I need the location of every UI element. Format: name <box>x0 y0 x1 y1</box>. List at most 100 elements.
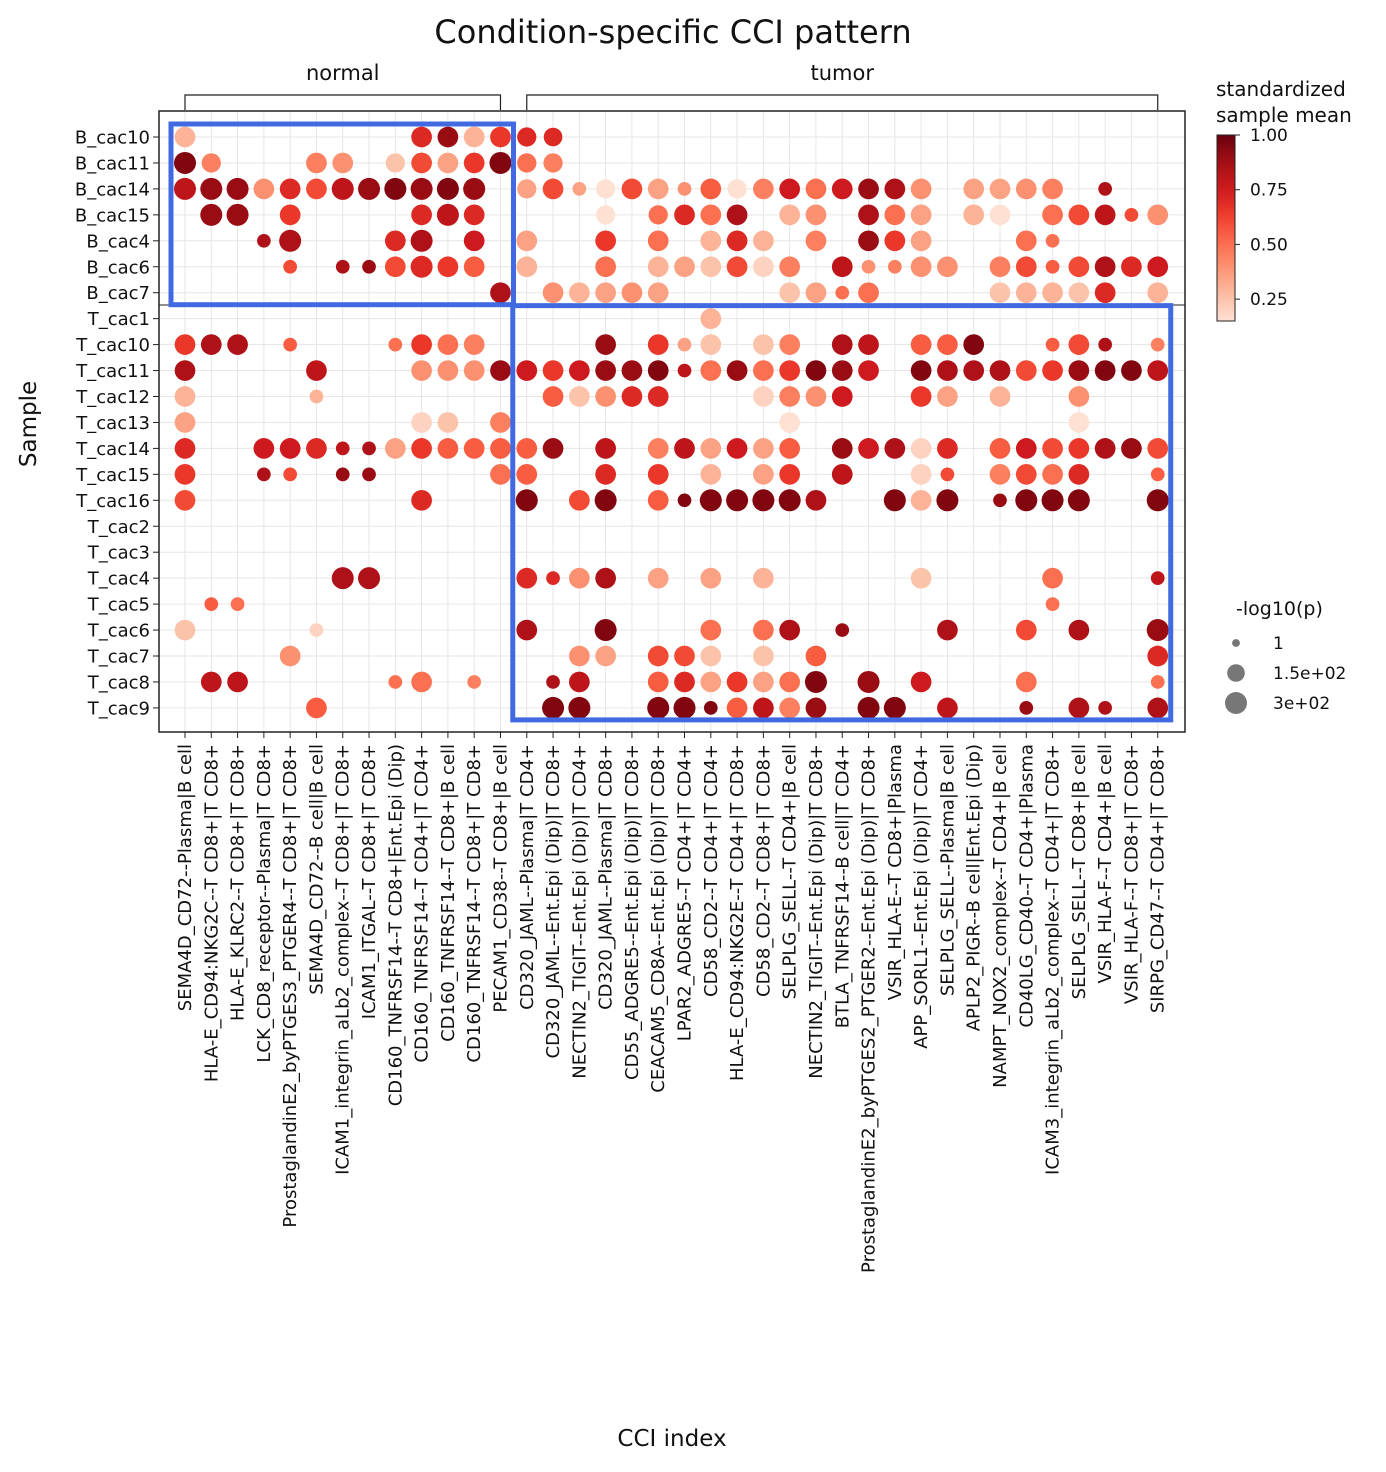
y-tick-label: T_cac6 <box>87 621 150 642</box>
plot-frame <box>158 110 1186 733</box>
dot-point <box>174 464 196 485</box>
dot-point <box>989 282 1011 304</box>
dot-point <box>411 334 432 355</box>
dot-point <box>542 386 564 407</box>
x-tick-label: APP_SORL1--Ent.Epi (Dip)|T CD4+ <box>911 744 932 1049</box>
y-tick-label: T_cac10 <box>75 335 150 356</box>
points-layer <box>174 126 1169 719</box>
y-tick-label: T_cac7 <box>87 647 150 668</box>
x-tick-label: CD320_JAML--Ent.Epi (Dip)|T CD8+ <box>543 744 564 1058</box>
dot-point <box>201 153 221 173</box>
y-tick-label: T_cac5 <box>87 595 150 616</box>
dot-point <box>1146 489 1169 512</box>
dot-point <box>174 438 196 459</box>
dot-point <box>753 671 774 693</box>
y-tick-label: T_cac4 <box>87 569 150 590</box>
x-tick-label: CD40LG_CD40--T CD4+|Plasma <box>1016 744 1037 1028</box>
group-label: tumor <box>811 61 875 85</box>
dot-point <box>753 619 774 641</box>
dot-point <box>463 126 485 148</box>
size-legend: -log10(p) 1 1.5e+02 3e+02 <box>1225 598 1346 714</box>
dot-point <box>257 467 271 482</box>
dot-point <box>700 256 722 278</box>
dot-point <box>835 285 850 300</box>
dot-point <box>753 697 774 719</box>
dot-point <box>884 230 906 252</box>
dot-point <box>516 360 538 381</box>
dot-point <box>753 334 774 355</box>
dot-point <box>1045 233 1060 248</box>
dot-point <box>647 334 669 355</box>
dot-point <box>306 178 327 200</box>
dot-point <box>411 438 432 459</box>
dot-point <box>568 696 591 719</box>
dot-point <box>569 489 590 511</box>
dot-point <box>1150 467 1165 482</box>
dot-point <box>411 412 432 433</box>
dot-point <box>309 389 324 404</box>
dot-point <box>306 438 327 459</box>
dot-point <box>700 178 722 200</box>
dot-point <box>1015 464 1037 485</box>
dot-point <box>910 671 932 693</box>
y-tick-label: T_cac14 <box>75 439 150 460</box>
dot-point <box>490 282 511 304</box>
dot-point <box>858 360 879 381</box>
dot-point <box>331 177 354 200</box>
dot-point <box>753 567 774 589</box>
x-tick-label: CD160_TNFRSF14--T CD4+|T CD4+ <box>412 744 433 1063</box>
dot-point <box>1068 697 1090 719</box>
dot-point <box>779 464 801 485</box>
dot-point <box>1094 204 1116 226</box>
dot-point <box>884 178 906 200</box>
dot-point <box>857 696 880 719</box>
dot-point <box>227 671 248 693</box>
dot-point <box>805 360 827 381</box>
y-tick-label: T_cac9 <box>87 698 150 719</box>
dot-point <box>467 675 482 689</box>
dot-point <box>335 441 350 456</box>
x-tick-label: SELPLG_SELL--Plasma|B cell <box>937 744 958 996</box>
y-tick-label: T_cac15 <box>75 465 150 486</box>
x-ticks-layer: SEMA4D_CD72--Plasma|B cell HLA-E_CD94:NKG… <box>175 732 1169 1273</box>
dot-point <box>595 567 616 589</box>
dot-point <box>463 152 485 174</box>
dot-point <box>388 675 403 689</box>
dot-point <box>726 438 748 459</box>
dot-point <box>910 256 932 278</box>
dot-point <box>410 255 433 278</box>
dot-point <box>700 308 722 329</box>
x-tick-label: LPAR2_ADGRE5--T CD4+|T CD4+ <box>675 744 696 1041</box>
group-brackets: normal tumor <box>184 61 1159 110</box>
dot-point <box>779 619 801 641</box>
dot-point <box>463 334 485 355</box>
dot-point <box>595 438 616 459</box>
dot-point <box>516 438 538 459</box>
x-tick-label: NAMPT_NOX2_complex--T CD4+|B cell <box>990 744 1011 1088</box>
dot-point <box>674 256 695 278</box>
dot-point <box>726 230 748 252</box>
dot-point <box>1150 675 1165 689</box>
x-tick-label: HLA-E_CD94:NKG2E--T CD4+|T CD8+ <box>727 744 748 1081</box>
dot-point <box>516 567 538 589</box>
dot-point <box>1042 178 1063 200</box>
dot-point <box>621 386 643 407</box>
dot-point <box>647 464 669 485</box>
dot-point <box>1042 567 1063 589</box>
dot-point <box>227 334 248 355</box>
dot-point <box>200 671 222 693</box>
dot-point <box>1068 619 1090 641</box>
dot-point <box>226 177 249 200</box>
dot-point <box>887 259 902 274</box>
x-tick-label: VSIR_HLA-E--T CD8+|Plasma <box>885 744 906 1000</box>
colorbar-tick-label: 0.50 <box>1250 235 1288 255</box>
dot-point <box>940 467 955 482</box>
y-tick-label: T_cac12 <box>75 387 150 408</box>
dot-point <box>647 178 669 200</box>
x-tick-label: CD320_JAML--Plasma|T CD8+ <box>596 744 617 1010</box>
dot-point <box>910 489 932 511</box>
x-tick-label: CD55_ADGRE5--Ent.Epi (Dip)|T CD8+ <box>622 744 643 1080</box>
dot-point <box>779 178 801 200</box>
dot-point <box>1015 438 1037 459</box>
dot-point <box>204 597 219 611</box>
